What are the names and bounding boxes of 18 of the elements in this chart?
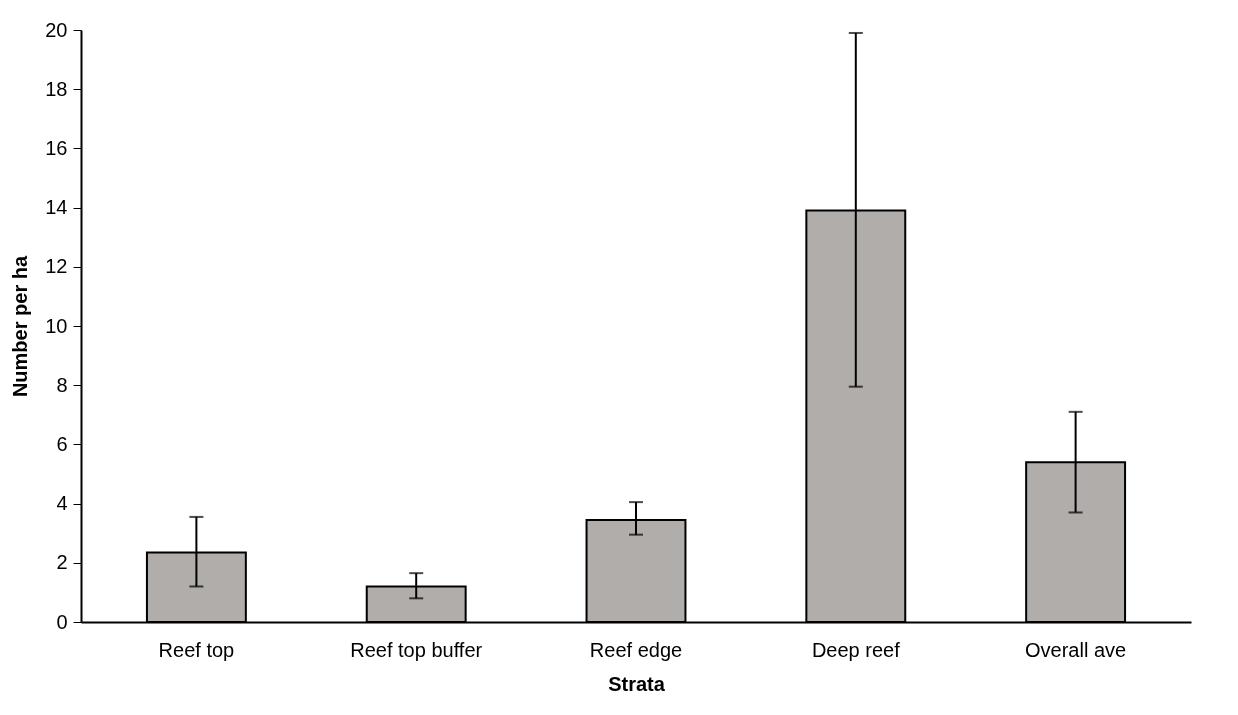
y-tick-label: 16: [45, 136, 68, 159]
y-tick-label: 12: [45, 255, 68, 278]
y-tick-label: 8: [56, 373, 68, 396]
x-tick-label: Deep reef: [811, 638, 901, 661]
y-axis-title: Number per ha: [9, 255, 32, 398]
y-tick-label: 10: [45, 314, 68, 337]
x-tick-label: Reef top: [158, 638, 235, 661]
y-tick-label: 0: [56, 610, 68, 633]
y-tick-label: 6: [56, 432, 68, 455]
y-tick-label: 18: [45, 77, 68, 100]
y-tick-label: 20: [45, 18, 68, 41]
x-tick-label: Reef top buffer: [350, 638, 483, 661]
y-tick-label: 14: [45, 196, 68, 219]
x-tick-label: Reef edge: [589, 638, 683, 661]
y-tick-label: 4: [56, 492, 68, 515]
y-tick-label: 2: [56, 551, 68, 574]
x-axis-title: Strata: [608, 672, 666, 695]
x-tick-label: Overall ave: [1025, 638, 1127, 661]
